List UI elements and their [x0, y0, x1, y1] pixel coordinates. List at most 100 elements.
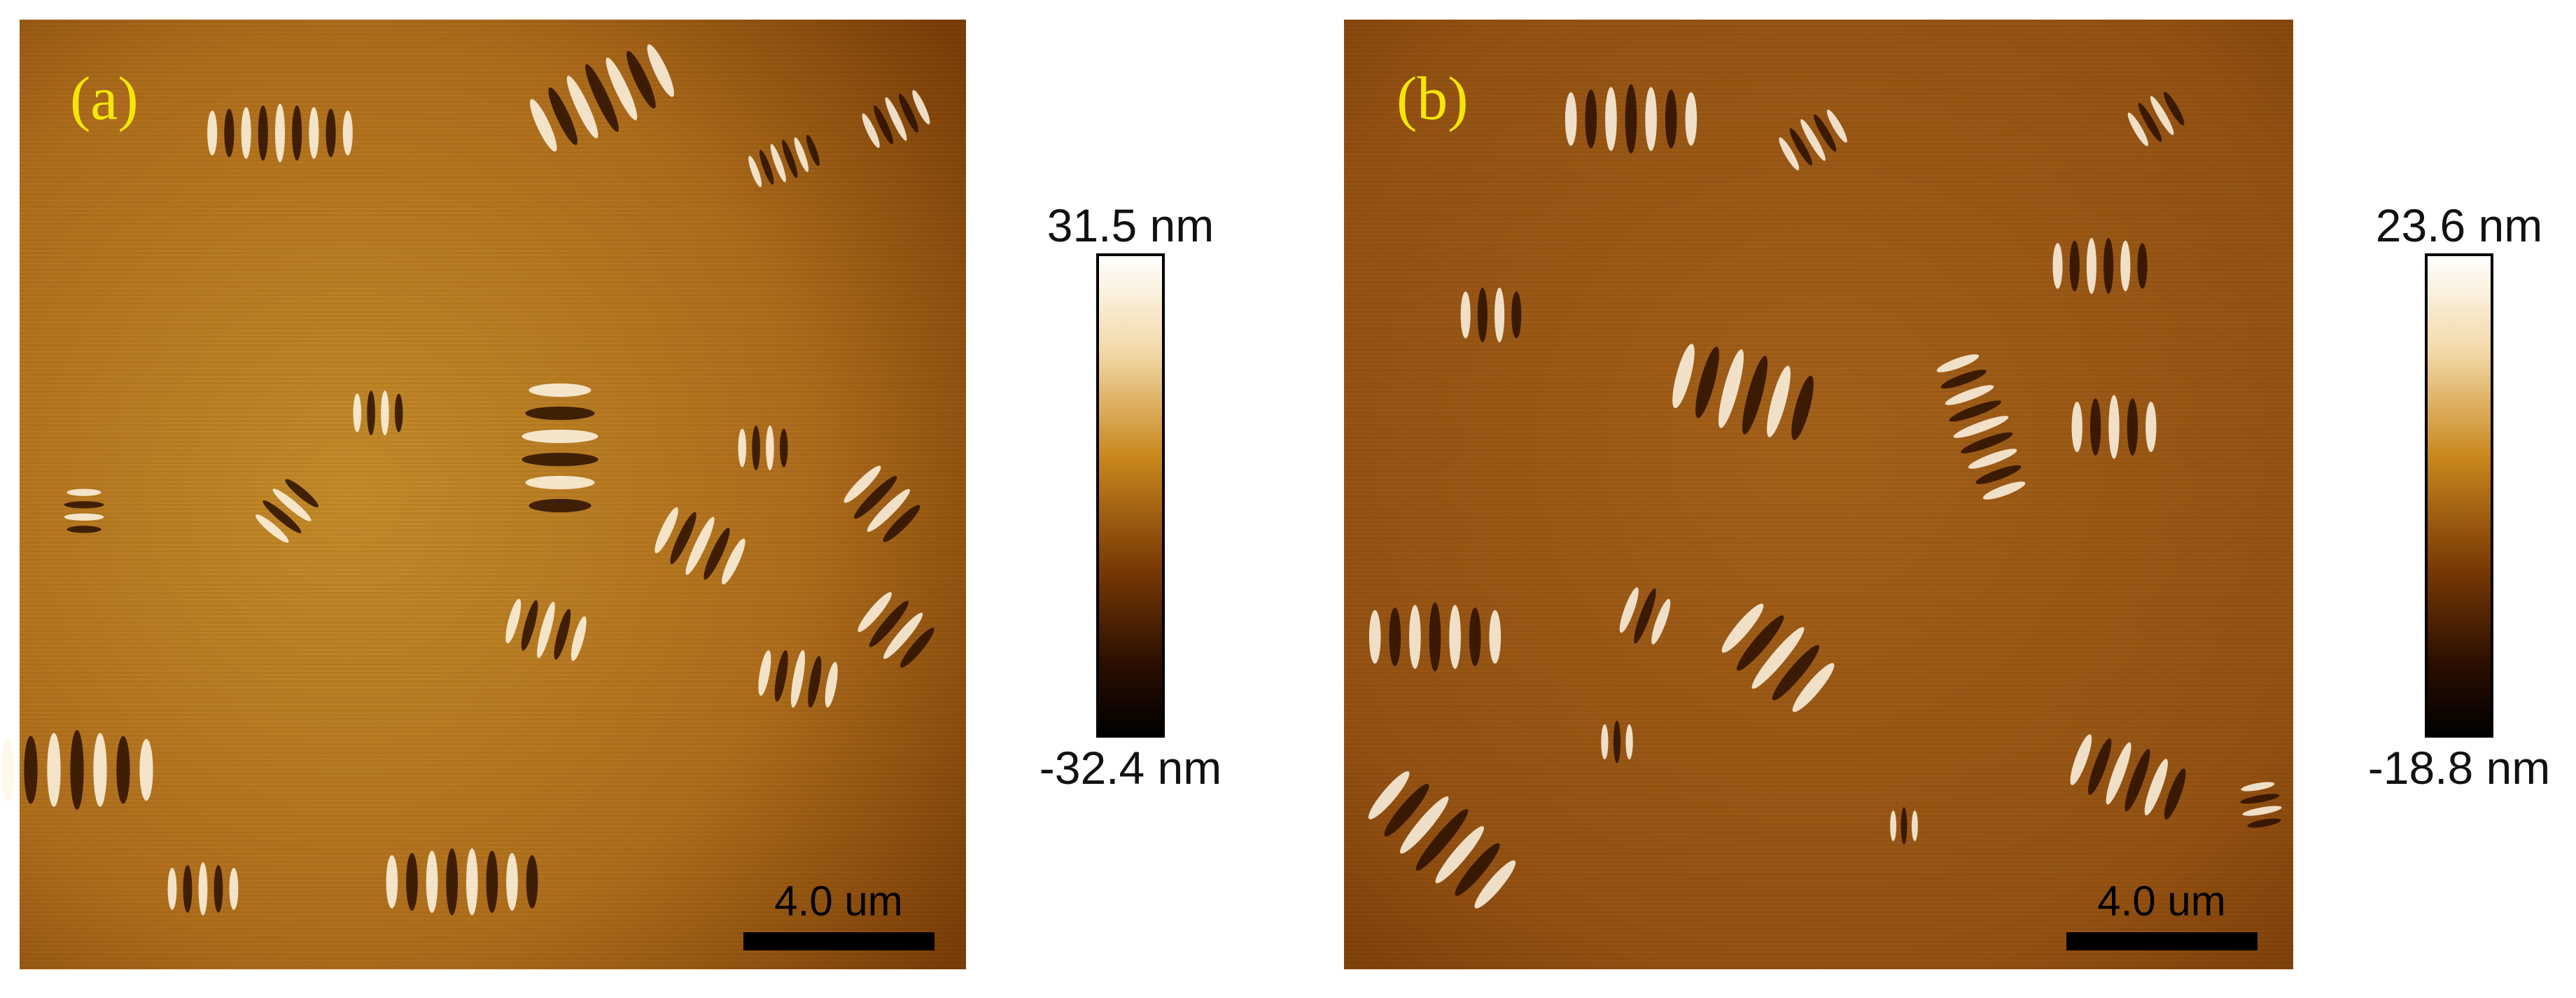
domain-stripe	[782, 139, 798, 178]
domain-stripe	[759, 150, 774, 185]
domain-stripe	[770, 143, 786, 183]
domain-stripe	[406, 852, 418, 911]
domain-stripe	[1792, 663, 1835, 712]
domain-stripe	[898, 93, 918, 133]
panel-label: (a)	[70, 65, 139, 133]
domain-chain	[1619, 587, 1671, 645]
domain-stripe	[353, 393, 362, 433]
domain-stripe	[530, 99, 557, 152]
domain-stripe	[1772, 645, 1819, 701]
domain-chain	[2070, 734, 2186, 820]
domain-stripe	[537, 601, 555, 659]
domain-chain	[64, 489, 104, 533]
domain-stripe	[367, 391, 375, 435]
domain-stripe	[167, 868, 177, 910]
domain-chain	[1779, 109, 1847, 171]
domain-stripe	[2086, 238, 2096, 294]
colorbar	[2425, 253, 2493, 738]
domain-stripe	[64, 501, 104, 509]
domain-chain	[654, 507, 746, 585]
scale-bar	[743, 932, 934, 950]
domain-stripe	[292, 105, 302, 161]
domain-stripe	[1429, 602, 1441, 672]
domain-stripe	[241, 107, 251, 159]
domain-stripe	[1665, 90, 1677, 148]
domain-stripe	[505, 598, 522, 644]
domain-stripe	[2090, 398, 2101, 456]
domain-stripe	[274, 104, 286, 162]
domain-stripe	[1975, 465, 2022, 484]
domain-stripe	[139, 738, 153, 801]
domain-stripe	[1800, 119, 1826, 161]
domain-stripe	[198, 862, 208, 915]
domain-stripe	[779, 428, 788, 468]
domain-chain	[2071, 395, 2157, 459]
domain-stripe	[1585, 90, 1597, 148]
domain-stripe	[1409, 605, 1421, 669]
domain-stripe	[1826, 109, 1847, 143]
scan-lines	[20, 20, 966, 969]
domain-stripe	[465, 848, 478, 915]
domain-stripe	[326, 108, 336, 157]
domain-stripe	[1968, 449, 2017, 469]
domain-stripe	[1721, 603, 1764, 653]
domain-stripe	[1791, 375, 1814, 440]
domain-stripe	[207, 110, 218, 156]
colorbar-min: -32.4 nm	[1040, 742, 1222, 794]
domain-stripe	[528, 383, 592, 398]
domain-stripe	[748, 155, 762, 188]
domain-stripe	[1949, 400, 2001, 422]
domain-stripe	[1940, 370, 1987, 389]
domain-stripe	[1494, 287, 1505, 343]
domain-stripe	[2069, 240, 2080, 292]
domain-stripe	[1625, 724, 1633, 760]
domain-stripe	[528, 498, 592, 513]
domain-chain	[2052, 238, 2148, 294]
domain-stripe	[1389, 607, 1401, 666]
domain-stripe	[47, 733, 61, 807]
domain-stripe	[2164, 768, 2186, 820]
domain-stripe	[654, 507, 678, 554]
scan-lines	[1344, 20, 2293, 969]
domain-stripe	[255, 514, 289, 543]
domain-chain	[167, 862, 239, 915]
domain-chain	[858, 592, 934, 668]
domain-stripe	[1751, 626, 1805, 689]
domain-stripe	[1900, 807, 1907, 845]
domain-chain	[1721, 603, 1835, 712]
domain-stripe	[522, 429, 598, 444]
domain-chain	[1368, 771, 1516, 909]
domain-stripe	[2138, 103, 2162, 142]
domain-stripe	[790, 649, 806, 708]
domain-stripe	[1368, 610, 1381, 664]
domain-stripe	[525, 406, 595, 421]
domain-stripe	[752, 426, 760, 470]
domain-stripe	[342, 110, 353, 156]
domain-stripe	[2150, 96, 2174, 135]
domain-stripe	[2104, 238, 2114, 294]
domain-stripe	[66, 489, 102, 496]
domain-stripe	[2242, 806, 2282, 816]
domain-stripe	[1601, 724, 1609, 760]
domain-stripe	[1625, 84, 1637, 154]
domain-stripe	[825, 661, 838, 708]
domain-stripe	[1613, 720, 1621, 764]
domain-stripe	[794, 137, 809, 172]
domain-stripe	[806, 134, 820, 167]
domain-chain	[1672, 344, 1814, 440]
domain-stripe	[1619, 587, 1639, 633]
domain-stripe	[570, 616, 587, 661]
colorbar-min: -18.8 nm	[2368, 742, 2550, 794]
domain-chain	[2127, 92, 2185, 146]
panel: (a) 4.0 um 31.5 nm -32.4 nm	[1, 20, 1222, 969]
domain-stripe	[522, 452, 598, 467]
domain-stripe	[1645, 87, 1657, 151]
scale-bar	[2066, 932, 2258, 950]
domain-stripe	[606, 57, 638, 120]
domain-stripe	[70, 730, 84, 810]
domain-stripe	[386, 855, 398, 909]
domain-chain	[1460, 287, 1522, 343]
domain-chain	[386, 848, 538, 915]
domain-stripe	[670, 512, 696, 564]
domain-stripe	[1415, 808, 1469, 871]
